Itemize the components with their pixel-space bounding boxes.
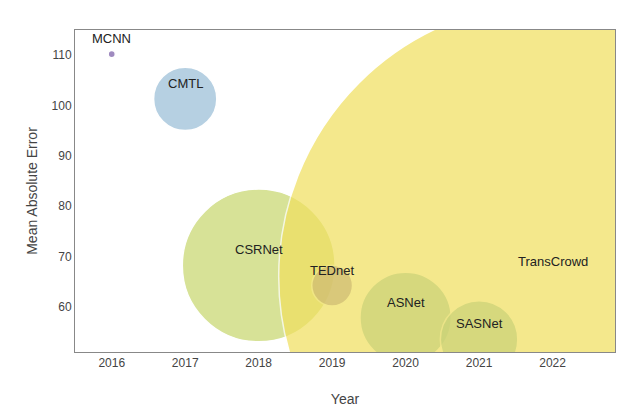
svg-text:2019: 2019 [319, 356, 346, 370]
svg-text:2022: 2022 [539, 356, 566, 370]
svg-text:TransCrowd: TransCrowd [518, 254, 588, 269]
svg-text:90: 90 [58, 149, 72, 163]
svg-text:SASNet: SASNet [456, 316, 503, 331]
svg-text:2016: 2016 [98, 356, 125, 370]
svg-text:60: 60 [58, 300, 72, 314]
svg-text:2017: 2017 [172, 356, 199, 370]
svg-text:2021: 2021 [466, 356, 493, 370]
svg-text:CMTL: CMTL [168, 76, 203, 91]
svg-text:Year: Year [331, 391, 360, 407]
svg-text:100: 100 [52, 99, 72, 113]
svg-text:80: 80 [58, 199, 72, 213]
svg-text:2018: 2018 [245, 356, 272, 370]
svg-text:Mean Absolute Error: Mean Absolute Error [24, 127, 40, 255]
svg-text:110: 110 [52, 48, 71, 62]
svg-text:MCNN: MCNN [92, 31, 131, 46]
svg-text:CSRNet: CSRNet [235, 242, 283, 257]
svg-text:2020: 2020 [392, 356, 419, 370]
svg-text:ASNet: ASNet [387, 295, 425, 310]
svg-text:70: 70 [58, 250, 72, 264]
svg-text:TEDnet: TEDnet [310, 263, 354, 278]
